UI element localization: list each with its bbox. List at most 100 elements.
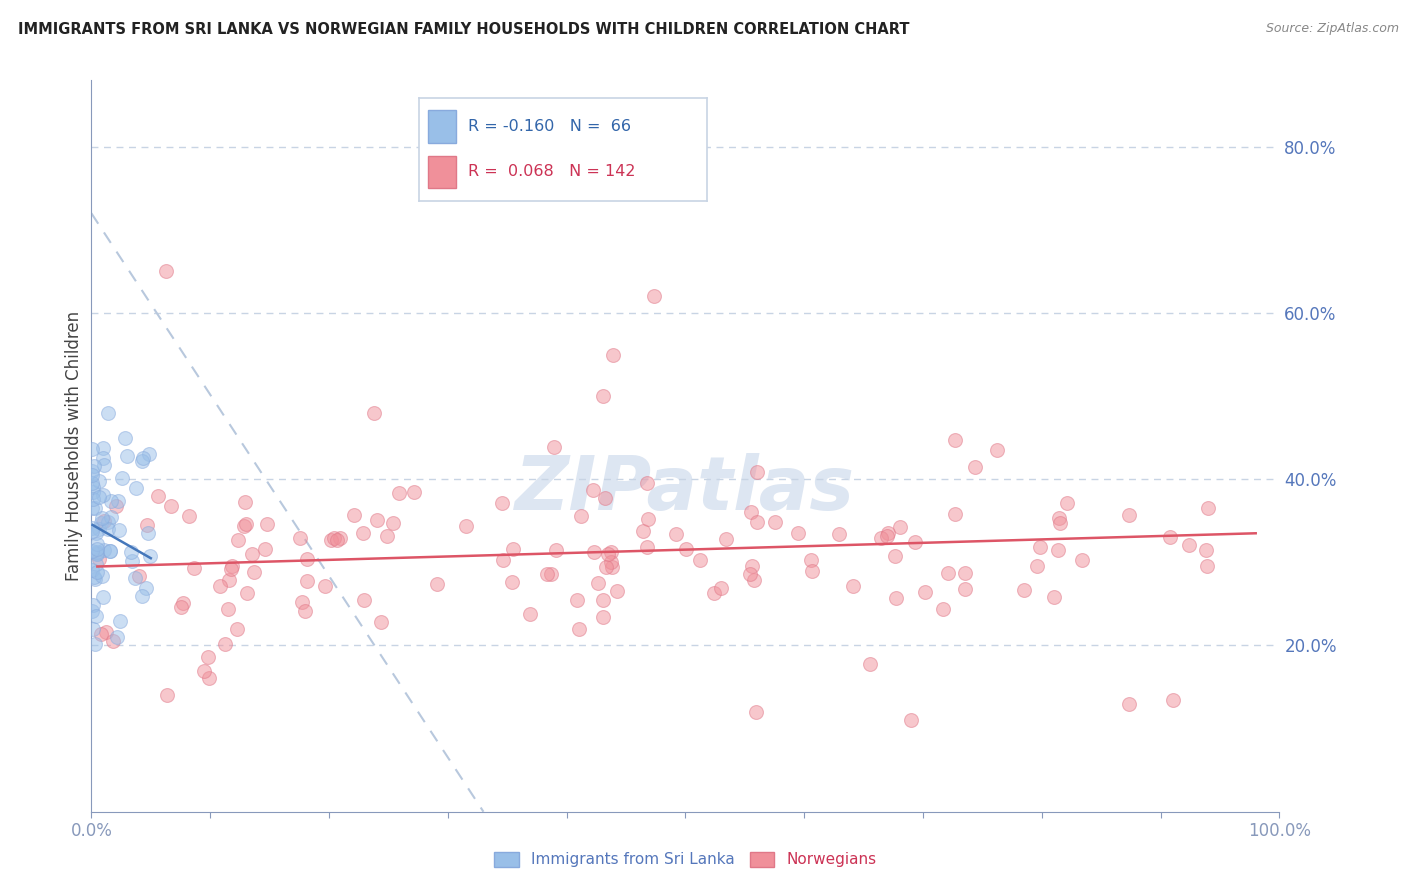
Point (131, 454, 153, 468)
Point (565, 593, 588, 607)
Point (936, 566, 959, 580)
Point (105, 630, 128, 644)
Point (1118, 697, 1140, 711)
Point (114, 431, 136, 445)
Point (592, 609, 614, 624)
Point (1197, 558, 1219, 573)
Point (160, 500, 183, 514)
Point (740, 506, 762, 520)
Point (1029, 540, 1052, 554)
Point (87, 522, 110, 536)
Point (193, 664, 215, 678)
Point (1071, 553, 1094, 567)
Point (132, 450, 155, 465)
Point (568, 622, 591, 636)
Point (89, 491, 111, 505)
Point (884, 549, 907, 563)
Point (80, 524, 103, 538)
Point (352, 525, 374, 540)
Point (97, 522, 120, 536)
Point (93, 450, 115, 465)
Point (103, 634, 125, 648)
FancyBboxPatch shape (427, 155, 457, 188)
Point (219, 561, 242, 575)
Point (240, 547, 263, 561)
Point (97, 516, 120, 530)
Point (177, 508, 200, 523)
Point (636, 540, 658, 554)
Point (214, 637, 236, 651)
Point (600, 545, 623, 559)
Point (97, 406, 120, 420)
Point (1056, 496, 1078, 510)
Point (124, 481, 146, 495)
Point (82, 442, 104, 456)
Point (1043, 591, 1066, 605)
Point (83, 570, 105, 584)
Point (1046, 542, 1069, 557)
Point (636, 475, 658, 490)
Point (107, 494, 129, 508)
Point (146, 489, 169, 503)
Point (456, 519, 478, 533)
Point (183, 561, 205, 575)
Point (84, 637, 107, 651)
Point (80, 467, 103, 482)
Point (87, 474, 110, 488)
Point (82, 598, 104, 612)
Point (80, 563, 103, 577)
Point (111, 471, 134, 485)
Point (156, 689, 179, 703)
Point (1049, 516, 1071, 530)
Point (128, 568, 150, 582)
Point (98, 544, 121, 558)
Point (747, 465, 769, 479)
Point (155, 264, 177, 278)
Point (595, 560, 617, 574)
Point (582, 483, 605, 497)
Point (665, 526, 688, 541)
Point (115, 450, 138, 464)
Point (1197, 500, 1219, 515)
Point (105, 500, 128, 514)
Point (965, 460, 987, 475)
Point (90, 627, 112, 641)
Point (904, 535, 927, 549)
Text: IMMIGRANTS FROM SRI LANKA VS NORWEGIAN FAMILY HOUSEHOLDS WITH CHILDREN CORRELATI: IMMIGRANTS FROM SRI LANKA VS NORWEGIAN F… (18, 22, 910, 37)
Point (86, 565, 108, 579)
Point (80, 476, 103, 491)
Point (93, 514, 115, 528)
Point (83, 459, 105, 474)
Point (544, 543, 567, 558)
Point (233, 519, 256, 533)
Point (1195, 543, 1218, 558)
Point (519, 607, 541, 621)
Point (131, 589, 153, 603)
Point (110, 614, 132, 628)
Point (87, 552, 110, 566)
Point (96, 625, 118, 640)
Point (86, 546, 108, 560)
Point (83, 573, 105, 587)
Point (91, 442, 114, 456)
Point (800, 553, 823, 567)
Point (228, 533, 250, 547)
Point (600, 555, 623, 569)
Point (388, 485, 411, 500)
Point (100, 494, 122, 508)
Point (592, 389, 614, 403)
Point (583, 545, 606, 559)
Point (745, 705, 768, 719)
Point (703, 586, 725, 600)
Point (80, 604, 103, 618)
Point (98, 544, 121, 558)
Point (221, 558, 243, 573)
Point (745, 515, 768, 529)
Point (870, 531, 893, 545)
Point (84, 525, 107, 540)
Point (602, 347, 624, 362)
Point (1161, 693, 1184, 707)
Point (889, 520, 911, 534)
Point (366, 513, 388, 527)
Point (326, 533, 349, 547)
